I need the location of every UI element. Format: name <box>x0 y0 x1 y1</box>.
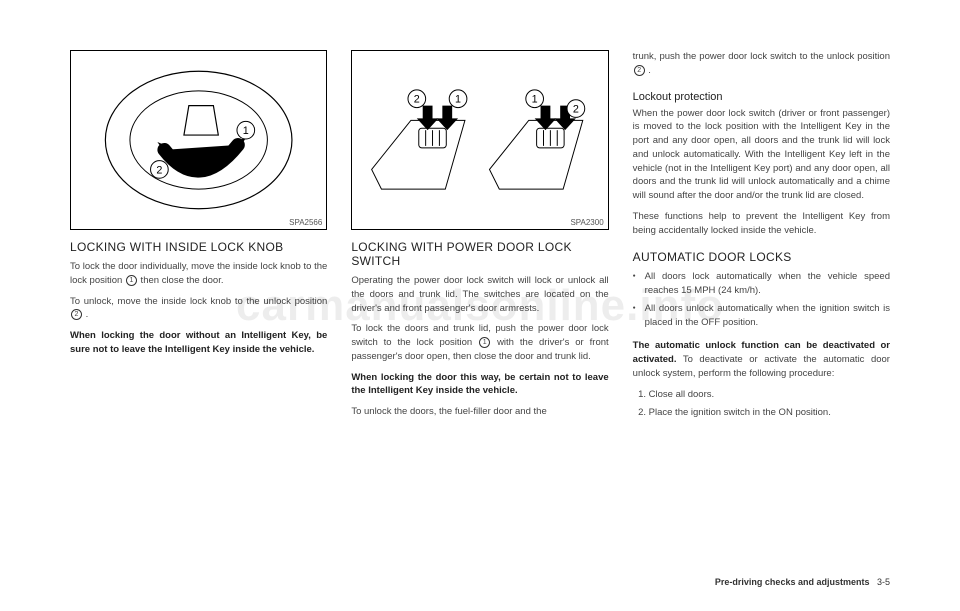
svg-text:2: 2 <box>156 164 162 176</box>
footer-page: 3-5 <box>877 577 890 587</box>
bullet-2: All doors unlock automatically when the … <box>633 302 890 330</box>
circled-1b: 1 <box>479 337 490 348</box>
col2-p4: To unlock the doors, the fuel-filler doo… <box>351 405 608 419</box>
col3-p4: The automatic unlock function can be dea… <box>633 339 890 380</box>
bullet-1: All doors lock automatically when the ve… <box>633 270 890 298</box>
svg-text:1: 1 <box>455 94 461 106</box>
col1-p2b: . <box>83 309 88 320</box>
column-3: trunk, push the power door lock switch t… <box>633 50 890 550</box>
heading-lock-knob: LOCKING WITH INSIDE LOCK KNOB <box>70 240 327 254</box>
circled-1: 1 <box>126 275 137 286</box>
power-lock-illustration: 2 1 1 2 <box>352 51 607 229</box>
circled-2: 2 <box>71 309 82 320</box>
svg-text:1: 1 <box>532 94 538 106</box>
heading-lockout: Lockout protection <box>633 91 890 103</box>
page-columns: 1 2 SPA2566 LOCKING WITH INSIDE LOCK KNO… <box>70 50 890 550</box>
procedure-list: Close all doors. Place the ignition swit… <box>633 388 890 424</box>
col1-p1: To lock the door individually, move the … <box>70 260 327 288</box>
col2-p1: Operating the power door lock switch wil… <box>351 274 608 315</box>
col1-p2a: To unlock, move the inside lock knob to … <box>70 296 327 307</box>
column-1: 1 2 SPA2566 LOCKING WITH INSIDE LOCK KNO… <box>70 50 327 550</box>
figure-power-lock: 2 1 1 2 SPA2300 <box>351 50 608 230</box>
col3-p3: These functions help to prevent the Inte… <box>633 210 890 238</box>
step-1: Close all doors. <box>649 388 890 402</box>
svg-text:2: 2 <box>414 94 420 106</box>
circled-2b: 2 <box>634 65 645 76</box>
step-2: Place the ignition switch in the ON posi… <box>649 406 890 420</box>
svg-text:2: 2 <box>573 104 579 116</box>
col1-p2: To unlock, move the inside lock knob to … <box>70 295 327 323</box>
svg-text:1: 1 <box>243 125 249 137</box>
col3-p2: When the power door lock switch (driver … <box>633 107 890 203</box>
figure-lock-knob: 1 2 SPA2566 <box>70 50 327 230</box>
col1-p1b: then close the door. <box>138 275 224 286</box>
col3-p1b: . <box>646 65 651 76</box>
column-2: 2 1 1 2 SPA2300 LOCKING WITH POWER DOOR … <box>351 50 608 550</box>
auto-lock-bullets: All doors lock automatically when the ve… <box>633 270 890 333</box>
figure-caption-1: SPA2566 <box>289 218 322 227</box>
heading-power-lock: LOCKING WITH POWER DOOR LOCK SWITCH <box>351 240 608 268</box>
lock-knob-illustration: 1 2 <box>71 51 326 229</box>
col3-p1a: trunk, push the power door lock switch t… <box>633 51 890 62</box>
footer-section: Pre-driving checks and adjustments <box>715 577 870 587</box>
col2-p2: To lock the doors and trunk lid, push th… <box>351 322 608 363</box>
col1-p3: When locking the door without an Intelli… <box>70 329 327 357</box>
page-footer: Pre-driving checks and adjustments 3-5 <box>715 577 890 587</box>
col2-p3: When locking the door this way, be certa… <box>351 371 608 399</box>
figure-caption-2: SPA2300 <box>570 218 603 227</box>
heading-auto-locks: AUTOMATIC DOOR LOCKS <box>633 250 890 264</box>
col3-p1: trunk, push the power door lock switch t… <box>633 50 890 78</box>
